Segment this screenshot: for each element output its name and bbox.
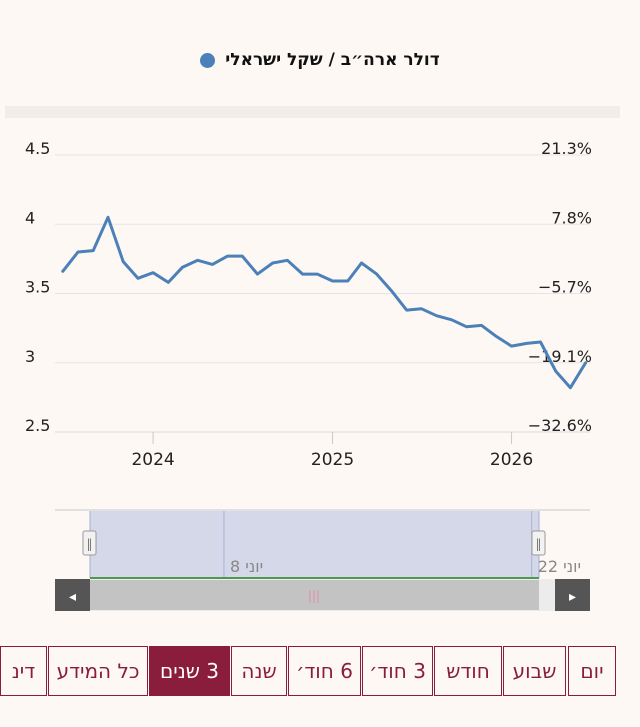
- chart-top-band: [5, 106, 620, 118]
- scrollbar-thumb[interactable]: [90, 580, 539, 610]
- period-selector: יום שבוע חודש 3 חוד׳ 6 חוד׳ שנה 3 שנים כל המידע…: [0, 646, 640, 698]
- navigator-date-label: יוני 8: [230, 557, 263, 576]
- x-tick-label: 2024: [131, 450, 174, 470]
- handle-left-grip-icon: ‖: [87, 537, 93, 551]
- x-tick-label: 2025: [311, 450, 354, 470]
- y-right-tick-label: 21.3%: [541, 139, 592, 158]
- period-button[interactable]: 6 חוד׳: [288, 646, 361, 696]
- period-button[interactable]: שנה: [231, 646, 287, 696]
- arrow-left-icon: ◂: [69, 589, 76, 605]
- line-chart: 4.543.532.5 21.3%7.8%−5.7%−19.1%−32.6% 2…: [5, 106, 620, 470]
- navigator-labels: יוני 8 יוני 22: [223, 511, 581, 578]
- y-axis-left: 4.5 4 3.5 3 2.5: [25, 139, 50, 435]
- scrollbar-thumb-grip-icon: |||: [308, 589, 320, 603]
- period-button[interactable]: חודש: [434, 646, 502, 696]
- y-left-tick-label: 4.5: [25, 139, 50, 158]
- legend-dot-icon: [200, 52, 216, 68]
- y-left-tick-label: 4: [25, 208, 35, 227]
- period-button[interactable]: יום: [568, 646, 616, 696]
- y-right-tick-label: −32.6%: [528, 416, 592, 435]
- navigator-selected-range[interactable]: [90, 511, 539, 578]
- x-axis: 2024 2025 2026: [131, 432, 533, 470]
- navigator-date-label: יוני 22: [538, 557, 581, 576]
- period-button[interactable]: דינ: [0, 646, 47, 696]
- navigator-handle-left[interactable]: ‖: [82, 530, 97, 556]
- legend-label: דולר ארה״ב / שקל ישראלי: [225, 50, 440, 70]
- y-right-tick-label: 7.8%: [551, 208, 592, 227]
- period-button[interactable]: שבוע: [503, 646, 566, 696]
- scroll-right-button[interactable]: ▸: [555, 579, 590, 611]
- y-left-tick-label: 3.5: [25, 278, 50, 297]
- navigator-handle-right[interactable]: ‖: [531, 530, 546, 556]
- y-right-tick-label: −5.7%: [538, 278, 592, 297]
- arrow-right-icon: ▸: [569, 589, 576, 605]
- y-left-tick-label: 3: [25, 347, 35, 366]
- period-button[interactable]: 3 שנים: [149, 646, 230, 696]
- series-line: [61, 215, 588, 390]
- period-button[interactable]: 3 חוד׳: [362, 646, 433, 696]
- x-tick-label: 2026: [490, 450, 533, 470]
- scroll-left-button[interactable]: ◂: [55, 579, 90, 611]
- y-left-tick-label: 2.5: [25, 416, 50, 435]
- chart-legend[interactable]: דולר ארה״ב / שקל ישראלי: [0, 50, 640, 70]
- handle-right-grip-icon: ‖: [536, 537, 542, 551]
- range-navigator[interactable]: יוני 8 יוני 22 ‖ ‖ ||| ◂ ▸: [0, 0, 640, 640]
- period-button[interactable]: כל המידע: [48, 646, 148, 696]
